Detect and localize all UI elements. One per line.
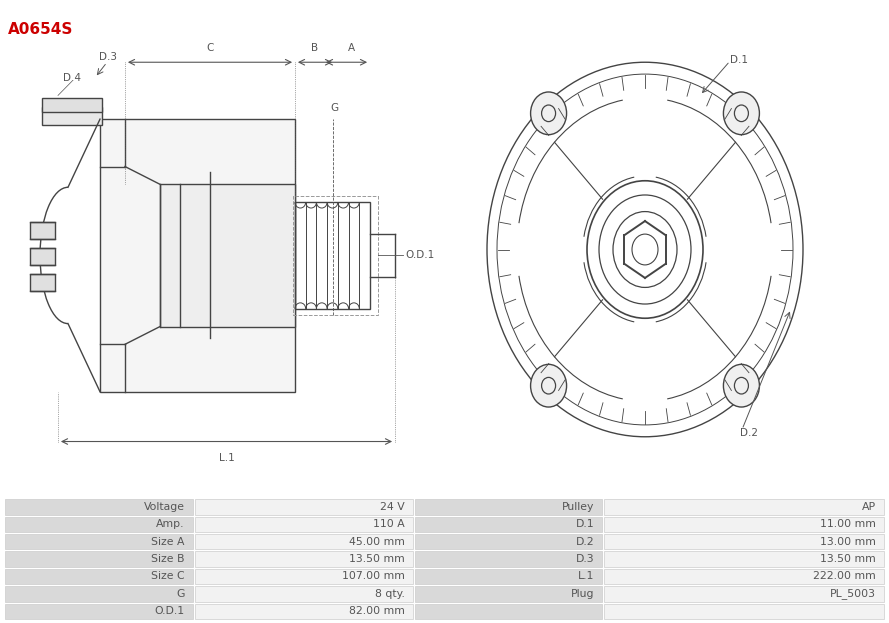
Text: A0654S: A0654S — [8, 22, 74, 37]
Text: B: B — [311, 43, 318, 53]
Text: 82.00 mm: 82.00 mm — [349, 606, 404, 616]
Bar — [604, 551, 884, 567]
Text: Size B: Size B — [151, 554, 185, 564]
Bar — [414, 500, 602, 515]
Text: 11.00 mm: 11.00 mm — [820, 520, 876, 530]
Bar — [30, 222, 55, 239]
Text: PL_5003: PL_5003 — [829, 588, 876, 599]
Text: C: C — [206, 43, 213, 53]
Bar — [5, 500, 193, 515]
Bar — [293, 196, 378, 315]
Text: Size A: Size A — [151, 537, 185, 547]
Bar — [5, 604, 193, 619]
Text: 13.00 mm: 13.00 mm — [820, 537, 876, 547]
Bar — [5, 551, 193, 567]
Text: D.2: D.2 — [740, 428, 758, 438]
Bar — [604, 604, 884, 619]
Bar — [195, 569, 412, 584]
Text: 8 qty.: 8 qty. — [375, 589, 404, 599]
Text: D.2: D.2 — [575, 537, 594, 547]
Text: 24 V: 24 V — [380, 502, 404, 512]
Text: D.1: D.1 — [575, 520, 594, 530]
Bar — [195, 534, 412, 549]
Text: D.3: D.3 — [99, 52, 117, 62]
Text: Pulley: Pulley — [562, 502, 594, 512]
Bar — [604, 534, 884, 549]
Bar — [414, 569, 602, 584]
Circle shape — [724, 92, 759, 135]
Bar — [30, 249, 55, 265]
Bar — [295, 202, 370, 309]
Bar — [42, 98, 102, 112]
Bar — [604, 500, 884, 515]
Bar — [414, 551, 602, 567]
Text: Plug: Plug — [571, 589, 594, 599]
Text: Voltage: Voltage — [144, 502, 185, 512]
Circle shape — [724, 364, 759, 407]
Text: G: G — [177, 589, 185, 599]
Text: G: G — [331, 103, 339, 113]
Text: Amp.: Amp. — [156, 520, 185, 530]
Circle shape — [531, 364, 566, 407]
Text: AP: AP — [861, 502, 876, 512]
Text: D.1: D.1 — [730, 55, 748, 65]
Text: D.4: D.4 — [63, 73, 81, 83]
Circle shape — [531, 92, 566, 135]
Bar — [414, 516, 602, 532]
Bar — [414, 604, 602, 619]
Text: O.D.1: O.D.1 — [155, 606, 185, 616]
Text: O.D.1: O.D.1 — [405, 250, 434, 260]
Bar — [5, 534, 193, 549]
Bar — [100, 119, 295, 392]
Bar — [5, 586, 193, 602]
Bar — [604, 569, 884, 584]
Text: 45.00 mm: 45.00 mm — [349, 537, 404, 547]
Bar — [414, 534, 602, 549]
Bar — [604, 516, 884, 532]
Text: L.1: L.1 — [578, 571, 594, 581]
Bar — [30, 274, 55, 291]
Bar — [195, 500, 412, 515]
Bar — [195, 586, 412, 602]
Bar — [414, 586, 602, 602]
Bar — [160, 184, 295, 326]
Bar — [195, 604, 412, 619]
Bar — [42, 107, 102, 125]
Bar — [5, 516, 193, 532]
Bar — [604, 586, 884, 602]
Text: L.1: L.1 — [219, 454, 235, 464]
Text: 13.50 mm: 13.50 mm — [349, 554, 404, 564]
Text: 222.00 mm: 222.00 mm — [813, 571, 876, 581]
Bar — [195, 516, 412, 532]
Text: Size C: Size C — [151, 571, 185, 581]
Text: 13.50 mm: 13.50 mm — [820, 554, 876, 564]
Text: A: A — [348, 43, 355, 53]
Text: 107.00 mm: 107.00 mm — [342, 571, 404, 581]
Bar — [195, 551, 412, 567]
Text: D.3: D.3 — [575, 554, 594, 564]
Text: 110 A: 110 A — [373, 520, 404, 530]
Bar — [5, 569, 193, 584]
